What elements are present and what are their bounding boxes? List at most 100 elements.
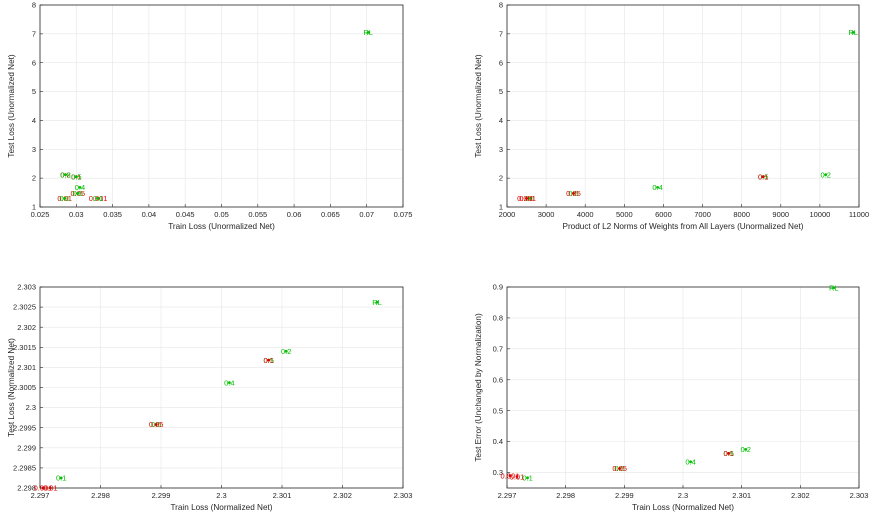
plot-frame bbox=[506, 286, 860, 489]
data-point-label: 0.01 bbox=[43, 484, 58, 493]
x-tick-label: 0.065 bbox=[321, 210, 340, 219]
data-point-label: 0.2 bbox=[821, 170, 831, 179]
x-tick-label: 2.301 bbox=[273, 491, 292, 500]
y-tick-label: 2.299 bbox=[17, 443, 36, 452]
y-tick-label: 2.2985 bbox=[13, 464, 36, 473]
data-point-marker bbox=[227, 381, 231, 385]
data-point-label: 0.4 bbox=[224, 378, 234, 387]
x-tick-label: 10000 bbox=[809, 210, 830, 219]
x-tick-label: 2.303 bbox=[850, 491, 869, 500]
y-tick-label: 0.5 bbox=[493, 406, 503, 415]
y-tick-label: 5 bbox=[499, 87, 503, 96]
x-tick-label: 0.075 bbox=[394, 210, 413, 219]
x-axis-label: Product of L2 Norms of Weights from All … bbox=[562, 222, 803, 231]
x-tick-label: 7000 bbox=[694, 210, 711, 219]
y-tick-label: 7 bbox=[32, 29, 36, 38]
y-tick-label: 1 bbox=[32, 203, 36, 212]
data-point-label: RL bbox=[363, 28, 373, 37]
x-tick-label: 2000 bbox=[499, 210, 516, 219]
y-axis-label: Test Loss (Unormalized Net) bbox=[7, 54, 16, 158]
data-point-marker bbox=[267, 358, 271, 362]
data-point-label: 0.1 bbox=[59, 194, 69, 203]
y-tick-label: 0.7 bbox=[493, 344, 503, 353]
y-tick-label: 2.303 bbox=[17, 283, 36, 292]
data-point-marker bbox=[63, 196, 67, 200]
x-axis-label: Train Loss (Normalized Net) bbox=[170, 503, 272, 512]
x-tick-label: 2.301 bbox=[732, 491, 751, 500]
data-point-marker bbox=[284, 349, 288, 353]
plot-frame bbox=[39, 286, 404, 489]
y-tick-label: 4 bbox=[32, 116, 36, 125]
data-point-label: 0.4 bbox=[652, 183, 662, 192]
data-point-marker bbox=[515, 475, 519, 478]
data-point-label: 0.1 bbox=[93, 194, 103, 203]
data-point-label: RL bbox=[848, 28, 858, 37]
data-point-marker bbox=[74, 175, 78, 179]
y-tick-label: 0.4 bbox=[493, 437, 503, 446]
data-point-label: 0.1 bbox=[263, 356, 273, 365]
data-point-label: 0.001 bbox=[501, 471, 520, 480]
data-point-marker bbox=[572, 192, 575, 195]
data-point-marker bbox=[154, 423, 158, 426]
data-point-label: 0.2 bbox=[281, 347, 291, 356]
x-tick-label: 0.045 bbox=[176, 210, 195, 219]
data-point-label: 0.5 bbox=[71, 172, 81, 181]
data-point-label: 0.1 bbox=[522, 473, 532, 482]
data-point-marker bbox=[618, 467, 622, 470]
data-point-label: 0.4 bbox=[685, 457, 695, 466]
x-tick-label: 6000 bbox=[655, 210, 672, 219]
y-tick-label: 2.2995 bbox=[13, 423, 36, 432]
data-point-label: 0.1 bbox=[525, 194, 535, 203]
data-point-label: 0.5 bbox=[73, 189, 83, 198]
y-tick-label: 2.3025 bbox=[13, 303, 36, 312]
y-tick-label: 0.3 bbox=[493, 468, 503, 477]
data-point-marker bbox=[78, 185, 82, 189]
data-point-marker bbox=[508, 474, 512, 478]
data-point-marker bbox=[832, 286, 836, 290]
x-tick-label: 2.298 bbox=[91, 491, 110, 500]
data-point-label: 0.1 bbox=[56, 474, 66, 483]
x-tick-label: 2.299 bbox=[152, 491, 171, 500]
y-tick-label: 2.302 bbox=[17, 323, 36, 332]
x-tick-label: 11000 bbox=[849, 210, 869, 219]
data-point-label: 0.1 bbox=[724, 449, 734, 458]
data-point-marker bbox=[64, 173, 67, 177]
x-axis-label: Train Loss (Normalized Net) bbox=[632, 503, 734, 512]
y-tick-label: 2.298 bbox=[17, 484, 36, 493]
y-tick-label: 0.9 bbox=[493, 283, 503, 292]
data-point-label: 0.05 bbox=[566, 189, 581, 198]
y-tick-label: 8 bbox=[499, 1, 503, 10]
y-tick-label: 7 bbox=[499, 29, 503, 38]
data-point-label: 0.001 bbox=[517, 194, 536, 203]
x-tick-label: 9000 bbox=[772, 210, 789, 219]
y-tick-label: 5 bbox=[32, 87, 36, 96]
chart-panel-1: 0.025 0.03 0.035 0.04 0.045 0.05 0.055 0.06 0.06… bbox=[7, 1, 412, 231]
y-tick-label: 2 bbox=[32, 174, 36, 183]
plot-frame bbox=[39, 4, 404, 208]
x-tick-label: 8000 bbox=[733, 210, 750, 219]
data-point-marker bbox=[744, 447, 748, 451]
y-axis-label: Test Error (Unchanged by Normalization) bbox=[474, 313, 483, 462]
x-tick-label: 0.035 bbox=[103, 210, 122, 219]
x-tick-label: 2.3 bbox=[216, 491, 226, 500]
data-point-marker bbox=[824, 173, 828, 177]
data-point-label: 0.8 bbox=[60, 170, 70, 179]
data-point-marker bbox=[529, 196, 532, 200]
x-tick-label: 0.04 bbox=[142, 210, 157, 219]
y-tick-label: 2 bbox=[499, 174, 503, 183]
data-point-marker bbox=[689, 460, 693, 464]
x-tick-label: 2.302 bbox=[791, 491, 810, 500]
data-point-marker bbox=[48, 486, 52, 490]
y-axis-label: Test Loss (Unormalized Net) bbox=[474, 54, 483, 158]
data-point-marker bbox=[375, 300, 379, 304]
x-tick-label: 5000 bbox=[616, 210, 633, 219]
x-axis-label: Train Loss (Unormalized Net) bbox=[168, 222, 275, 231]
data-point-label: 0.05 bbox=[612, 464, 627, 473]
data-point-marker bbox=[526, 476, 529, 480]
data-point-marker bbox=[76, 192, 80, 195]
data-point-label: 0.2 bbox=[741, 445, 751, 454]
y-tick-label: 4 bbox=[499, 116, 503, 125]
x-tick-label: 4000 bbox=[577, 210, 594, 219]
x-tick-label: 0.07 bbox=[359, 210, 374, 219]
